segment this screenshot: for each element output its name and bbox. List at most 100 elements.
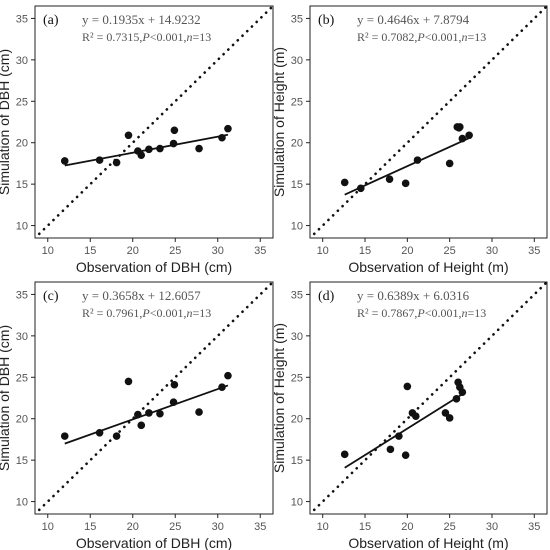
stats-r2-text: R² = 0.7867, — [357, 306, 417, 320]
data-point — [195, 408, 203, 416]
data-point — [340, 178, 349, 187]
data-point — [224, 124, 232, 133]
regression-equation: y = 0.1935x + 14.9232 — [82, 12, 201, 27]
data-point — [170, 126, 179, 135]
regression-equation: y = 0.6389x + 6.0316 — [357, 288, 470, 303]
stats-r2-text: R² = 0.7961, — [82, 306, 142, 320]
y-tick-label: 20 — [291, 414, 303, 426]
data-point — [458, 134, 467, 143]
data-point — [465, 131, 473, 140]
data-point — [170, 380, 179, 389]
regression-stats: R² = 0.7082,P<0.001,n=13 — [357, 30, 486, 44]
x-tick-label: 25 — [169, 245, 181, 257]
x-tick-label: 35 — [528, 521, 540, 533]
data-point — [445, 159, 454, 168]
data-point — [137, 421, 146, 430]
data-point — [60, 432, 69, 440]
panel-label: (b) — [318, 13, 335, 28]
data-point — [386, 445, 395, 454]
data-point — [395, 432, 403, 440]
stats-p-text: P — [141, 30, 150, 44]
stats-n-value-text: =13 — [193, 30, 212, 44]
y-tick-label: 10 — [291, 221, 303, 233]
y-tick-label: 30 — [291, 55, 303, 67]
x-tick-label: 10 — [42, 521, 54, 533]
y-tick-label: 35 — [291, 13, 303, 25]
y-tick-label: 10 — [16, 497, 28, 509]
data-point — [145, 145, 153, 154]
data-point — [145, 409, 153, 417]
x-tick-label: 25 — [444, 521, 456, 533]
stats-r2-text: R² = 0.7082, — [357, 30, 417, 44]
regression-line — [344, 137, 470, 196]
y-tick-label: 35 — [16, 13, 28, 25]
regression-stats: R² = 0.7315,P<0.001,n=13 — [82, 30, 211, 44]
x-tick-label: 20 — [401, 245, 413, 257]
data-point — [195, 144, 203, 153]
data-point — [134, 410, 142, 419]
regression-stats: R² = 0.7867,P<0.001,n=13 — [357, 306, 486, 320]
y-tick-label: 15 — [16, 179, 28, 191]
stats-n-text: n — [187, 30, 193, 44]
plot-frame — [309, 5, 548, 239]
data-point — [95, 429, 104, 437]
data-point — [124, 377, 133, 386]
x-tick-label: 15 — [84, 521, 96, 533]
x-tick-label: 35 — [254, 245, 266, 257]
data-point — [340, 450, 349, 459]
stats-r2-text: R² = 0.7315, — [82, 30, 142, 44]
data-point — [356, 184, 365, 193]
y-tick-label: 25 — [16, 96, 28, 108]
x-axis-label: Observation of Height (m) — [348, 535, 508, 550]
data-point — [445, 414, 454, 422]
x-tick-label: 15 — [84, 245, 96, 257]
stats-p-value-text: <0.001, — [150, 30, 187, 44]
x-tick-label: 20 — [127, 521, 139, 533]
data-point — [412, 412, 420, 421]
stats-n-text: n — [462, 306, 468, 320]
x-axis-label: Observation of DBH (cm) — [76, 259, 232, 275]
data-point — [156, 409, 164, 418]
y-tick-label: 30 — [291, 331, 303, 343]
y-tick-label: 10 — [291, 497, 303, 509]
x-tick-label: 15 — [359, 521, 371, 533]
stats-n-value-text: =13 — [468, 306, 487, 320]
panel-label: (a) — [43, 13, 59, 28]
one-to-one-line — [312, 280, 549, 512]
data-point — [403, 382, 412, 391]
y-tick-label: 35 — [16, 289, 28, 301]
x-tick-label: 30 — [212, 245, 224, 257]
y-tick-label: 30 — [16, 55, 28, 67]
panel-label: (d) — [318, 289, 335, 304]
data-point — [137, 151, 146, 159]
regression-equation: y = 0.3658x + 12.6057 — [82, 288, 201, 303]
x-tick-label: 20 — [127, 245, 139, 257]
data-point — [218, 133, 226, 142]
y-tick-label: 15 — [16, 455, 28, 467]
regression-equation: y = 0.4646x + 7.8794 — [357, 12, 470, 27]
x-axis-label: Observation of DBH (cm) — [76, 535, 232, 550]
x-tick-label: 30 — [212, 521, 224, 533]
stats-n-value-text: =13 — [468, 30, 487, 44]
x-axis-label: Observation of Height (m) — [348, 259, 508, 275]
data-point — [401, 451, 410, 459]
y-tick-label: 30 — [16, 331, 28, 343]
scatter-panel-c: 10 15 20 25 30 35 10 15 20 25 30 35 Observation of D… — [0, 280, 275, 550]
stats-p-text: P — [141, 306, 150, 320]
data-point — [112, 432, 121, 440]
one-to-one-line — [312, 4, 549, 236]
y-tick-label: 20 — [16, 138, 28, 150]
plot-frame — [309, 281, 548, 515]
regression-stats: R² = 0.7961,P<0.001,n=13 — [82, 306, 211, 320]
x-tick-label: 30 — [486, 245, 498, 257]
x-tick-label: 10 — [42, 245, 54, 257]
regression-line — [344, 393, 463, 469]
scatter-panel-a: 10 15 20 25 30 35 10 15 20 25 30 35 Observation of D… — [0, 4, 275, 275]
data-point — [452, 395, 461, 403]
stats-n-value-text: =13 — [193, 306, 212, 320]
stats-p-text: P — [416, 30, 425, 44]
data-point — [413, 156, 422, 164]
data-point — [156, 144, 164, 153]
data-point — [169, 139, 178, 148]
